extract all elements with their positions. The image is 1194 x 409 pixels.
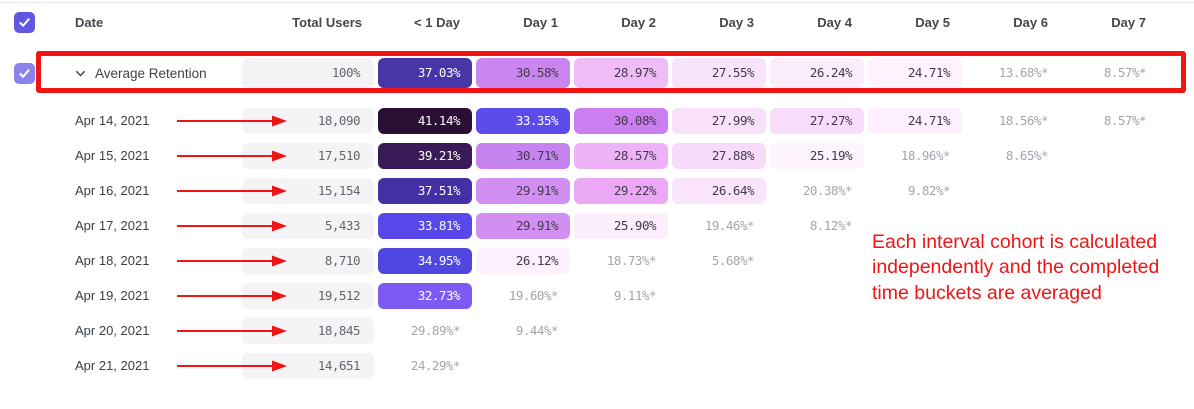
retention-cell[interactable]: 32.73% (378, 282, 472, 309)
retention-cell[interactable]: 26.64% (672, 177, 766, 204)
retention-cell[interactable]: 29.91% (476, 177, 570, 204)
retention-cell[interactable]: 20.38%* (802, 182, 853, 198)
retention-cell[interactable]: 5.68%* (711, 252, 755, 268)
retention-cell[interactable]: 27.55% (672, 58, 766, 88)
cohort-row-apr-21-2021: Apr 21, 2021 14,651 24.29%* (14, 348, 1162, 383)
cohort-date-label: Apr 15, 2021 (75, 148, 150, 163)
retention-cell[interactable]: 37.51% (378, 177, 472, 204)
column-header-day-7: Day 7 (1111, 14, 1146, 30)
retention-cell[interactable]: 8.12%* (809, 217, 853, 233)
retention-cell[interactable]: 30.08% (574, 107, 668, 134)
red-annotation-arrow (177, 255, 287, 266)
retention-cell[interactable]: 26.24% (770, 58, 864, 88)
cohort-date-label: Apr 18, 2021 (75, 253, 150, 268)
checkmark-icon (19, 68, 30, 78)
average-row-label: Average Retention (95, 65, 207, 81)
column-header-date: Date (75, 14, 104, 30)
red-annotation-arrow (177, 115, 287, 126)
red-annotation-arrow (177, 290, 287, 301)
average-checkbox-wrap (14, 62, 62, 84)
retention-cell[interactable]: 39.21% (378, 142, 472, 169)
retention-cell[interactable]: 26.12% (476, 247, 570, 274)
column-header-day-6: Day 6 (1013, 14, 1048, 30)
cohort-date-label: Apr 14, 2021 (75, 113, 150, 128)
column-header-day-2: Day 2 (621, 14, 656, 30)
red-annotation-arrow (177, 150, 287, 161)
retention-cell[interactable]: 19.46%* (704, 217, 755, 233)
retention-cell[interactable]: 13.68%* (998, 65, 1049, 80)
select-all-checkbox[interactable] (14, 11, 35, 33)
retention-cell[interactable]: 29.22% (574, 177, 668, 204)
column-header-day-5: Day 5 (915, 14, 950, 30)
average-row-label-cell: Average Retention (62, 66, 242, 81)
header-checkbox-wrap (14, 11, 62, 33)
retention-cell[interactable]: 30.71% (476, 142, 570, 169)
red-annotation-arrow (177, 360, 287, 371)
table-top-divider (0, 2, 1194, 3)
column-header-day-4: Day 4 (817, 14, 852, 30)
retention-cell[interactable]: 18.56%* (998, 112, 1049, 128)
retention-cell[interactable]: 28.97% (574, 58, 668, 88)
total-users-cell: 17,510 (242, 142, 374, 169)
cohort-row-apr-15-2021: Apr 15, 2021 17,510 39.21% 30.71% 28.57% 27.8… (14, 138, 1162, 173)
retention-cell[interactable]: 27.27% (770, 107, 864, 134)
cohort-date-label: Apr 16, 2021 (75, 183, 150, 198)
chevron-down-icon[interactable] (75, 68, 86, 79)
cohort-date-label: Apr 21, 2021 (75, 358, 150, 373)
column-header-day-1: Day 1 (523, 14, 558, 30)
retention-cell[interactable]: 9.82%* (907, 182, 951, 198)
retention-cell[interactable]: 27.88% (672, 142, 766, 169)
red-annotation-arrow (177, 220, 287, 231)
table-header: Date Total Users < 1 Day Day 1 Day 2 Day 3 Day… (14, 8, 1162, 36)
retention-cell[interactable]: 29.89%* (410, 322, 461, 338)
cohort-row-apr-17-2021: Apr 17, 2021 5,433 33.81% 29.91% 25.90% 19.46… (14, 208, 1162, 243)
cohort-row-apr-16-2021: Apr 16, 2021 15,154 37.51% 29.91% 29.22% 26.6… (14, 173, 1162, 208)
retention-cell[interactable]: 19.60%* (508, 287, 559, 303)
column-header-day-3: Day 3 (719, 14, 754, 30)
cohort-date-label: Apr 19, 2021 (75, 288, 150, 303)
cohort-date-label: Apr 20, 2021 (75, 323, 150, 338)
retention-cell[interactable]: 27.99% (672, 107, 766, 134)
retention-cell[interactable]: 8.65%* (1005, 147, 1049, 163)
retention-cell[interactable]: 33.35% (476, 107, 570, 134)
red-annotation-arrow (177, 325, 287, 336)
cohort-row-apr-18-2021: Apr 18, 2021 8,710 34.95% 26.12% 18.73%* 5.68… (14, 243, 1162, 278)
column-header-total-users: Total Users (292, 14, 362, 30)
retention-cell[interactable]: 18.96%* (900, 147, 951, 163)
cohort-date-label: Apr 17, 2021 (75, 218, 150, 233)
red-annotation-note: Each interval cohort is calculated indep… (872, 231, 1160, 304)
average-row-checkbox[interactable] (14, 62, 35, 84)
retention-cell[interactable]: 41.14% (378, 107, 472, 134)
retention-cell[interactable]: 9.11%* (613, 287, 657, 303)
cohort-rows: Apr 14, 2021 18,090 41.14% 33.35% 30.08% 27.9… (14, 103, 1162, 383)
retention-cell[interactable]: 18.73%* (606, 252, 657, 268)
retention-cell[interactable]: 9.44%* (515, 322, 559, 338)
retention-cell[interactable]: 33.81% (378, 212, 472, 239)
cohort-row-apr-20-2021: Apr 20, 2021 18,845 29.89%* 9.44%* (14, 313, 1162, 348)
retention-cell[interactable]: 25.19% (770, 142, 864, 169)
retention-cell[interactable]: 30.58% (476, 58, 570, 88)
retention-cell[interactable]: 37.03% (378, 58, 472, 88)
column-header--1-day: < 1 Day (414, 14, 460, 30)
retention-cell[interactable]: 25.90% (574, 212, 668, 239)
retention-cell[interactable]: 29.91% (476, 212, 570, 239)
retention-cell[interactable]: 24.71% (868, 107, 962, 134)
average-retention-row: Average Retention 100% 37.03% 30.58% 28.97… (14, 55, 1162, 91)
checkmark-icon (19, 17, 30, 27)
retention-cell[interactable]: 24.29%* (410, 357, 461, 373)
retention-cell[interactable]: 24.71% (868, 58, 962, 88)
retention-cell[interactable]: 34.95% (378, 247, 472, 274)
cohort-row-apr-14-2021: Apr 14, 2021 18,090 41.14% 33.35% 30.08% 27.9… (14, 103, 1162, 138)
average-total-cell: 100% (242, 58, 374, 88)
red-annotation-arrow (177, 185, 287, 196)
retention-cell[interactable]: 8.57%* (1103, 112, 1147, 128)
retention-cell[interactable]: 28.57% (574, 142, 668, 169)
retention-cell[interactable]: 8.57%* (1103, 65, 1147, 80)
cohort-row-apr-19-2021: Apr 19, 2021 19,512 32.73% 19.60%* 9.11%* (14, 278, 1162, 313)
